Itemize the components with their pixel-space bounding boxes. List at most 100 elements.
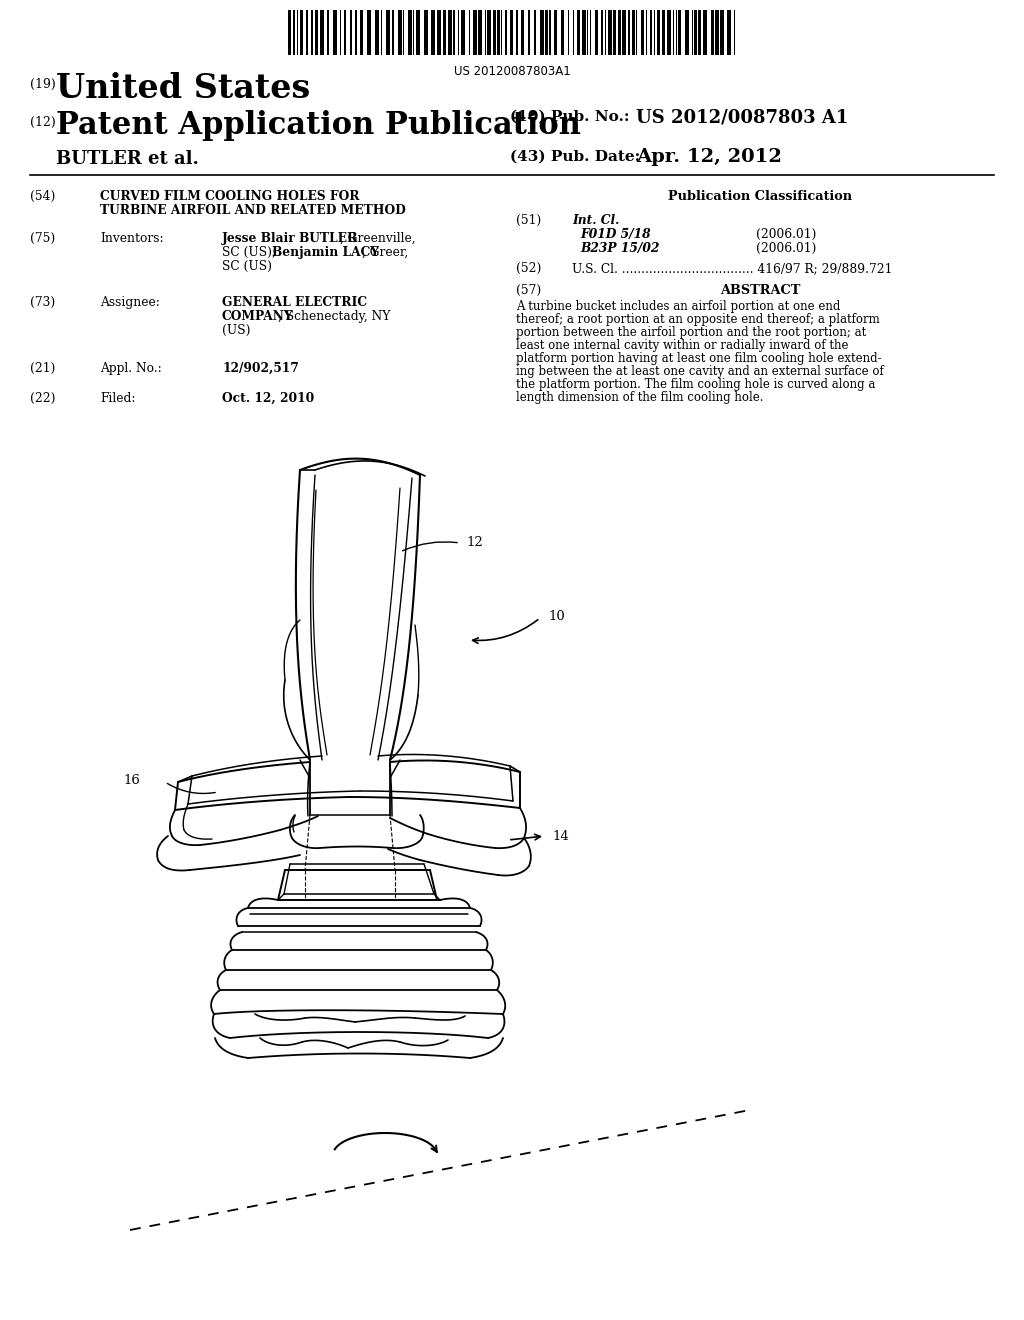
Bar [306,11,308,55]
Bar [431,11,435,55]
Bar [650,11,652,55]
Bar [392,11,394,55]
Bar [703,11,707,55]
Bar [327,11,329,55]
Bar [545,11,548,55]
Bar [528,11,530,55]
Bar [416,11,420,55]
Text: (57): (57) [516,284,542,297]
Bar [487,11,490,55]
Bar [493,11,496,55]
Text: ing between the at least one cavity and an external surface of: ing between the at least one cavity and … [516,366,884,378]
Text: Apr. 12, 2012: Apr. 12, 2012 [636,148,782,166]
Bar [613,11,616,55]
Text: ABSTRACT: ABSTRACT [720,284,800,297]
Text: (2006.01): (2006.01) [756,242,816,255]
Bar [510,11,513,55]
Text: TURBINE AIRFOIL AND RELATED METHOD: TURBINE AIRFOIL AND RELATED METHOD [100,205,406,216]
Bar [657,11,660,55]
Text: A turbine bucket includes an airfoil portion at one end: A turbine bucket includes an airfoil por… [516,300,841,313]
Text: (10) Pub. No.:: (10) Pub. No.: [510,110,630,124]
Text: United States: United States [56,73,310,106]
Text: , Greer,: , Greer, [362,246,409,259]
Text: COMPANY: COMPANY [222,310,294,323]
Bar [333,11,337,55]
Text: , Greenville,: , Greenville, [340,232,416,246]
Bar [516,11,518,55]
Text: BUTLER et al.: BUTLER et al. [56,150,199,168]
Text: F01D 5/18: F01D 5/18 [580,228,650,242]
Bar [350,11,352,55]
Bar [288,11,291,55]
Bar [319,11,324,55]
Text: 12/902,517: 12/902,517 [222,362,299,375]
Text: (54): (54) [30,190,55,203]
Bar [595,11,598,55]
Bar [715,11,719,55]
Bar [505,11,507,55]
Text: Patent Application Publication: Patent Application Publication [56,110,581,141]
Text: 16: 16 [123,774,140,787]
Bar [727,11,731,55]
Bar [300,11,303,55]
Text: Publication Classification: Publication Classification [668,190,852,203]
Bar [521,11,524,55]
Text: (43) Pub. Date:: (43) Pub. Date: [510,150,640,164]
Bar [367,11,371,55]
Bar [473,11,477,55]
Text: Inventors:: Inventors: [100,232,164,246]
Text: U.S. Cl. .................................. 416/97 R; 29/889.721: U.S. Cl. ...............................… [572,261,892,275]
Text: (73): (73) [30,296,55,309]
Bar [632,11,635,55]
Text: (51): (51) [516,214,542,227]
Text: SC (US);: SC (US); [222,246,280,259]
Text: , Schenectady, NY: , Schenectady, NY [278,310,390,323]
Text: GENERAL ELECTRIC: GENERAL ELECTRIC [222,296,368,309]
Bar [628,11,630,55]
Bar [561,11,564,55]
Text: Assignee:: Assignee: [100,296,160,309]
Bar [311,11,313,55]
Bar [461,11,465,55]
Text: (22): (22) [30,392,55,405]
Text: (US): (US) [222,323,251,337]
Text: US 20120087803A1: US 20120087803A1 [454,65,570,78]
Bar [386,11,390,55]
Text: (21): (21) [30,362,55,375]
Bar [711,11,714,55]
Bar [453,11,455,55]
Text: platform portion having at least one film cooling hole extend-: platform portion having at least one fil… [516,352,882,366]
Bar [315,11,318,55]
Bar [398,11,402,55]
Bar [694,11,697,55]
Bar [540,11,544,55]
Bar [662,11,665,55]
Text: Int. Cl.: Int. Cl. [572,214,620,227]
Bar [667,11,671,55]
Text: SC (US): SC (US) [222,260,272,273]
Text: (2006.01): (2006.01) [756,228,816,242]
Bar [641,11,644,55]
Bar [577,11,580,55]
Text: Jesse Blair BUTLER: Jesse Blair BUTLER [222,232,358,246]
Text: CURVED FILM COOLING HOLES FOR: CURVED FILM COOLING HOLES FOR [100,190,359,203]
Bar [293,11,295,55]
Bar [534,11,536,55]
Bar [360,11,362,55]
Bar [478,11,482,55]
Text: Oct. 12, 2010: Oct. 12, 2010 [222,392,314,405]
Text: 14: 14 [552,829,568,842]
Bar [549,11,551,55]
Bar [344,11,346,55]
Text: length dimension of the film cooling hole.: length dimension of the film cooling hol… [516,391,764,404]
Bar [685,11,689,55]
Text: US 2012/0087803 A1: US 2012/0087803 A1 [636,108,848,125]
Bar [720,11,724,55]
Text: Appl. No.:: Appl. No.: [100,362,162,375]
Bar [375,11,379,55]
Text: (19): (19) [30,78,55,91]
Text: Filed:: Filed: [100,392,135,405]
Text: (12): (12) [30,116,55,129]
Bar [443,11,446,55]
Bar [408,11,412,55]
